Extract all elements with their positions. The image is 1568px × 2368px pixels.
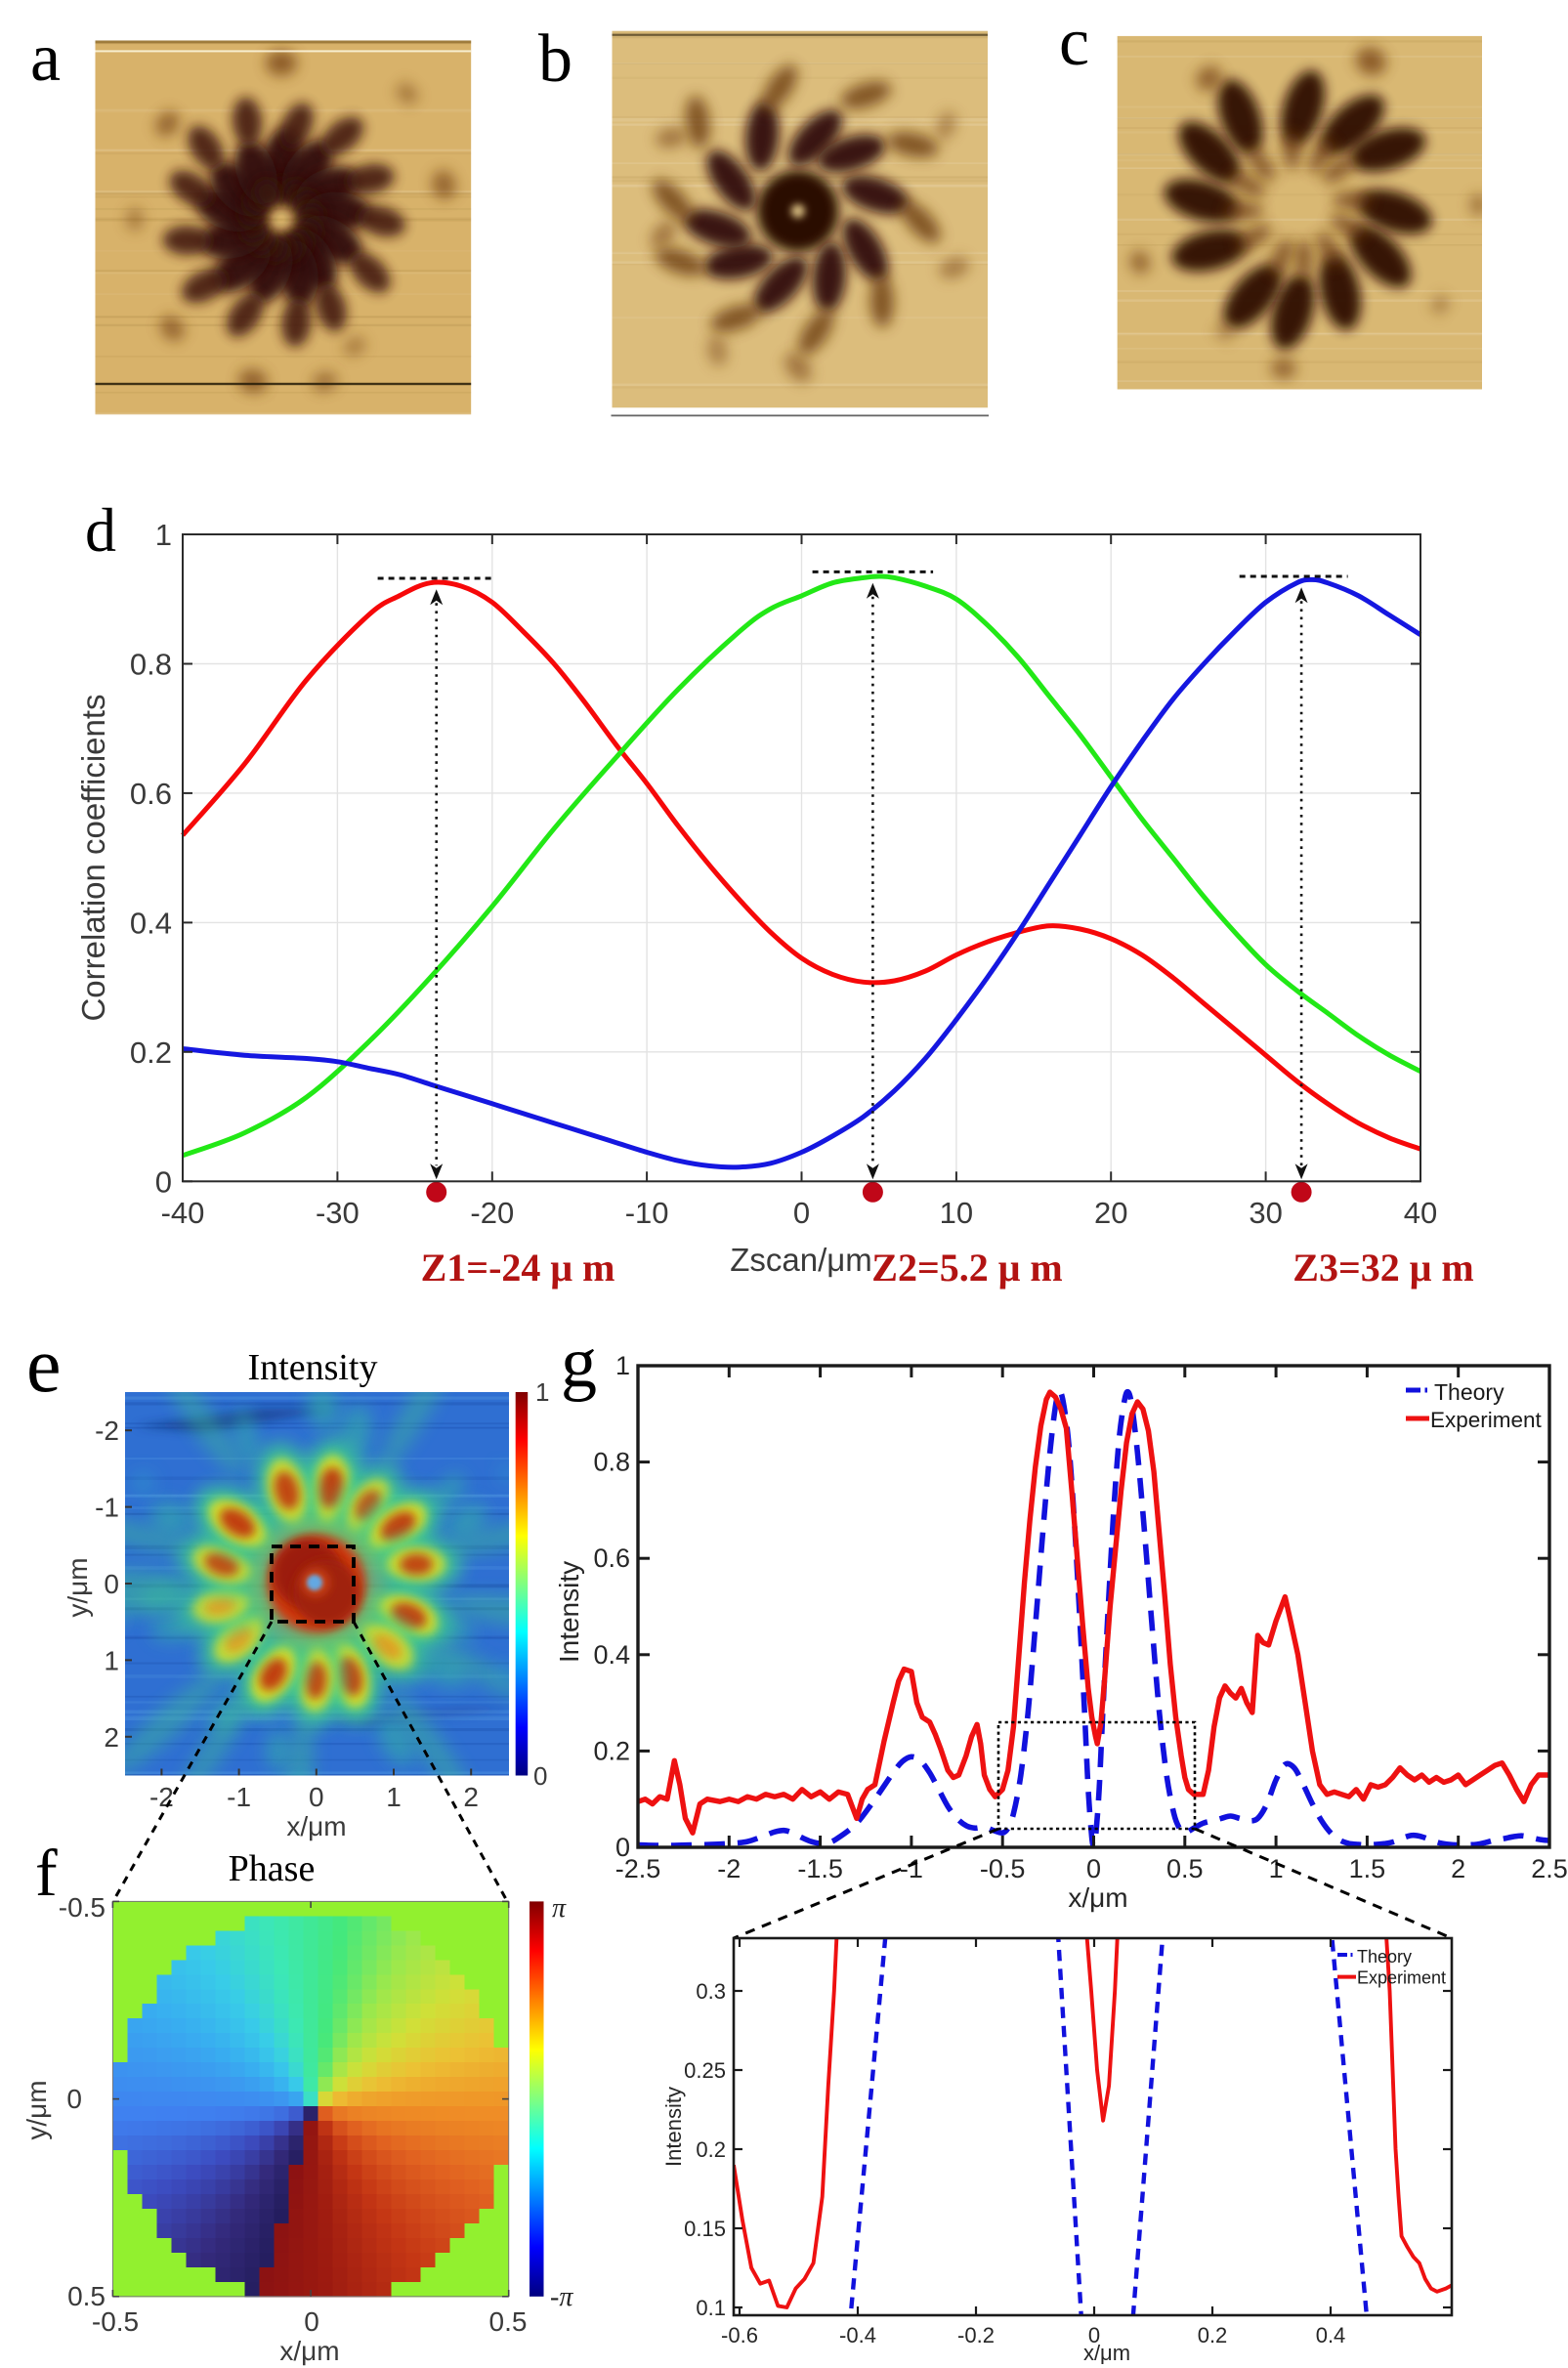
svg-text:x/μm: x/μm [1068,1882,1127,1913]
svg-text:Theory: Theory [1357,1947,1412,1966]
svg-text:0.3: 0.3 [696,1979,726,2004]
svg-text:1.5: 1.5 [1349,1854,1386,1883]
svg-text:40: 40 [1404,1196,1437,1230]
svg-text:x/μm: x/μm [279,2336,339,2366]
svg-text:0.5: 0.5 [67,2281,106,2311]
svg-text:10: 10 [940,1196,973,1230]
svg-text:-1: -1 [95,1493,119,1523]
svg-text:0.2: 0.2 [593,1736,630,1765]
svg-text:0.6: 0.6 [130,777,172,811]
svg-text:Intensity: Intensity [661,2087,686,2167]
svg-text:0.4: 0.4 [593,1640,630,1670]
svg-text:0: 0 [155,1164,172,1199]
svg-text:e: e [26,1323,62,1409]
svg-text:f: f [35,1836,58,1910]
svg-text:d: d [85,495,116,565]
svg-text:π: π [552,1893,567,1924]
svg-text:0: 0 [1088,2323,1100,2347]
svg-text:-1.5: -1.5 [797,1854,843,1883]
svg-text:1: 1 [104,1645,119,1675]
svg-text:1: 1 [1269,1854,1284,1883]
svg-text:2: 2 [463,1782,479,1812]
svg-text:1: 1 [155,518,172,552]
svg-text:0.2: 0.2 [130,1036,172,1070]
svg-text:0: 0 [615,1833,630,1862]
svg-text:0: 0 [309,1782,324,1812]
svg-text:Experiment: Experiment [1430,1408,1543,1432]
svg-text:-0.5: -0.5 [59,1892,106,1923]
svg-text:0.5: 0.5 [1166,1854,1204,1883]
svg-text:-0.2: -0.2 [957,2323,995,2347]
svg-text:-2: -2 [95,1416,119,1446]
svg-text:Correlation coefficients: Correlation coefficients [75,694,111,1021]
svg-text:2.5: 2.5 [1531,1854,1568,1883]
svg-text:Intensity: Intensity [248,1347,378,1388]
svg-text:1: 1 [386,1782,402,1812]
svg-text:b: b [538,21,572,97]
svg-text:Z2=5.2 μ m: Z2=5.2 μ m [871,1246,1062,1290]
svg-text:0.15: 0.15 [684,2217,726,2241]
svg-text:-2: -2 [717,1854,741,1883]
svg-text:-1: -1 [900,1854,923,1883]
svg-text:x/μm: x/μm [1083,2341,1130,2365]
svg-text:Experiment: Experiment [1357,1968,1446,1988]
svg-text:-0.4: -0.4 [839,2323,876,2347]
svg-text:0.6: 0.6 [593,1543,630,1573]
svg-text:-0.5: -0.5 [92,2306,139,2337]
svg-text:-1: -1 [227,1782,251,1812]
svg-text:1: 1 [615,1351,630,1380]
svg-text:Z3=32 μ m: Z3=32 μ m [1293,1246,1473,1290]
svg-text:-0.6: -0.6 [721,2323,758,2347]
svg-text:0: 0 [66,2084,82,2114]
svg-text:0: 0 [793,1196,810,1230]
svg-text:2: 2 [1451,1854,1465,1883]
svg-text:Phase: Phase [229,1848,316,1889]
svg-text:a: a [30,21,61,96]
svg-text:0: 0 [104,1569,119,1599]
svg-text:0.5: 0.5 [489,2306,528,2337]
svg-text:0: 0 [533,1761,547,1791]
svg-text:-10: -10 [625,1196,669,1230]
svg-text:0.8: 0.8 [593,1448,630,1477]
svg-text:-40: -40 [161,1196,205,1230]
svg-text:0.2: 0.2 [1198,2323,1228,2347]
svg-text:0.2: 0.2 [696,2137,726,2162]
svg-text:Z1=-24 μ m: Z1=-24 μ m [421,1246,615,1290]
svg-text:-π: -π [550,2282,573,2312]
svg-text:Theory: Theory [1434,1379,1504,1405]
svg-text:0.25: 0.25 [684,2058,726,2083]
svg-text:0: 0 [304,2306,319,2337]
svg-text:Zscan/μm: Zscan/μm [730,1242,872,1278]
svg-text:0: 0 [1086,1854,1101,1883]
svg-text:-2.5: -2.5 [615,1854,661,1883]
svg-text:c: c [1059,5,1089,80]
svg-text:0.8: 0.8 [130,648,172,682]
svg-text:-0.5: -0.5 [980,1854,1026,1883]
svg-text:Intensity: Intensity [554,1561,584,1663]
svg-text:y/μm: y/μm [21,2080,52,2139]
svg-text:30: 30 [1249,1196,1282,1230]
svg-text:20: 20 [1094,1196,1127,1230]
svg-text:0.1: 0.1 [696,2296,726,2320]
svg-text:1: 1 [535,1377,549,1407]
svg-text:0.4: 0.4 [1316,2323,1346,2347]
svg-text:0.4: 0.4 [130,906,172,940]
svg-text:-20: -20 [470,1196,514,1230]
svg-text:y/μm: y/μm [63,1557,93,1617]
svg-text:-30: -30 [316,1196,360,1230]
svg-text:g: g [561,1323,597,1403]
svg-text:-2: -2 [149,1782,174,1812]
svg-text:2: 2 [104,1722,119,1753]
svg-text:x/μm: x/μm [286,1811,346,1841]
